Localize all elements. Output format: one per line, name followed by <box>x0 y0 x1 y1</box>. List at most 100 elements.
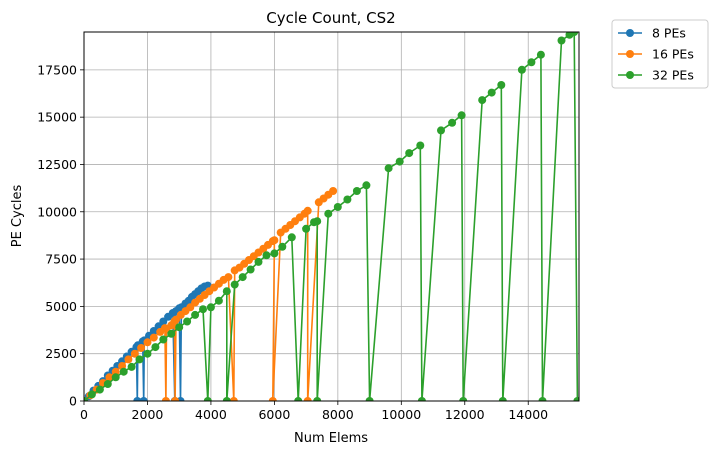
data-point <box>222 287 231 296</box>
x-tick-label: 2000 <box>132 407 164 422</box>
y-axis-ticks: 0 2500 5000 7500 10000 12500 15000 17500 <box>37 62 84 409</box>
series-2 <box>84 32 579 401</box>
data-point <box>416 141 425 150</box>
data-point <box>448 118 457 127</box>
series-1 <box>84 187 338 401</box>
x-axis-ticks: 0 2000 4000 6000 8000 10000 12000 14000 <box>80 401 548 422</box>
data-point <box>84 397 88 401</box>
data-point <box>214 296 223 305</box>
data-point <box>384 164 393 173</box>
data-point <box>183 317 192 326</box>
data-point <box>573 397 579 401</box>
y-tick-label: 0 <box>69 394 77 409</box>
plot-frame <box>83 31 580 402</box>
data-point <box>206 303 215 312</box>
data-point <box>517 65 526 74</box>
data-point <box>135 355 144 364</box>
legend-label: 16 PEs <box>652 47 694 62</box>
legend-frame <box>611 19 709 89</box>
data-point <box>324 209 333 218</box>
data-point <box>175 323 184 332</box>
data-point <box>487 88 496 97</box>
x-tick-label: 0 <box>80 407 88 422</box>
data-point <box>362 181 371 190</box>
data-point <box>159 335 168 344</box>
data-point <box>139 397 148 401</box>
data-point <box>87 390 96 399</box>
data-point <box>111 367 120 376</box>
x-tick-label: 8000 <box>322 407 354 422</box>
y-tick-label: 15000 <box>37 110 77 125</box>
legend-entry: 8 PEs <box>618 26 686 41</box>
x-tick-label: 10000 <box>381 407 421 422</box>
data-point <box>199 305 207 314</box>
legend: 8 PEs 16 PEs 32 PEs <box>611 19 709 89</box>
data-point <box>302 224 311 233</box>
y-tick-label: 10000 <box>37 204 77 219</box>
data-point <box>137 344 146 352</box>
legend-marker <box>626 50 634 58</box>
data-point <box>143 349 152 358</box>
data-point <box>254 257 263 266</box>
series-layer <box>84 32 579 401</box>
data-point <box>497 81 506 89</box>
data-point <box>224 273 233 282</box>
data-point <box>278 242 287 251</box>
y-tick-label: 7500 <box>45 252 77 267</box>
data-point <box>111 373 120 382</box>
data-point <box>95 385 104 394</box>
y-axis-label: PE Cycles <box>10 185 25 248</box>
data-point <box>149 333 158 342</box>
data-point <box>538 397 547 401</box>
data-point <box>536 50 545 59</box>
data-point <box>105 373 114 382</box>
data-point <box>222 397 231 401</box>
legend-label: 32 PEs <box>652 68 694 83</box>
data-point <box>303 397 312 401</box>
data-point <box>352 187 361 195</box>
data-point <box>167 329 176 338</box>
data-point <box>238 273 247 282</box>
data-point <box>119 367 128 376</box>
data-point <box>246 265 255 274</box>
x-tick-label: 14000 <box>508 407 548 422</box>
legend-entry: 32 PEs <box>618 68 694 83</box>
data-point <box>191 310 200 319</box>
data-point <box>405 149 414 158</box>
data-point <box>478 96 487 105</box>
data-point <box>230 280 239 289</box>
x-axis-label: Num Elems <box>294 431 368 446</box>
data-point <box>365 397 374 401</box>
data-point <box>395 157 404 166</box>
data-point <box>557 36 566 45</box>
data-point <box>498 397 507 401</box>
data-point <box>294 397 303 401</box>
data-point <box>127 362 136 371</box>
data-point <box>229 397 238 401</box>
data-point <box>171 397 180 401</box>
chart-title: Cycle Count, CS2 <box>266 9 395 27</box>
data-point <box>161 397 170 401</box>
data-point <box>457 111 466 120</box>
data-point <box>313 217 322 226</box>
data-point <box>527 58 536 67</box>
data-point <box>417 397 426 401</box>
data-point <box>103 380 112 388</box>
data-point <box>143 338 152 347</box>
data-point <box>262 251 271 260</box>
y-tick-label: 2500 <box>45 346 77 361</box>
data-point <box>270 236 279 245</box>
data-point <box>570 32 579 36</box>
data-point <box>303 206 312 215</box>
x-tick-label: 12000 <box>445 407 485 422</box>
data-point <box>287 233 296 242</box>
data-point <box>130 349 139 358</box>
data-point <box>268 397 277 401</box>
data-point <box>343 195 352 204</box>
legend-label: 8 PEs <box>652 26 686 41</box>
legend-marker <box>626 71 634 79</box>
data-point <box>329 187 338 195</box>
x-tick-label: 4000 <box>195 407 227 422</box>
data-point <box>133 397 142 401</box>
